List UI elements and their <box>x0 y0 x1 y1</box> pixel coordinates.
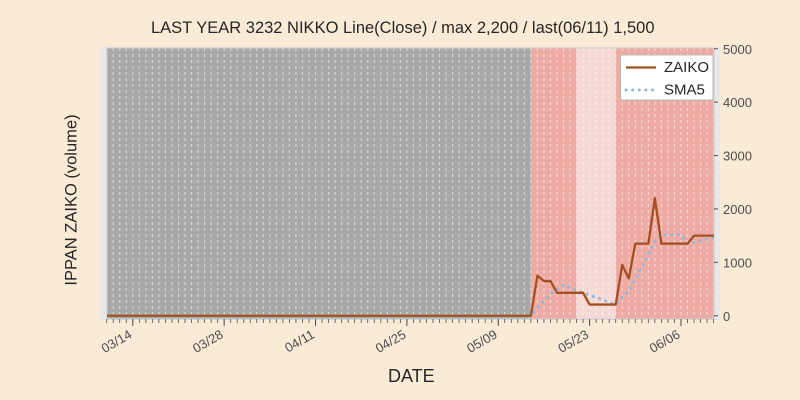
svg-text:0: 0 <box>723 309 730 324</box>
svg-text:03/14: 03/14 <box>99 327 135 356</box>
svg-text:05/09: 05/09 <box>464 327 500 356</box>
svg-text:06/06: 06/06 <box>647 327 683 356</box>
svg-text:3000: 3000 <box>723 149 752 164</box>
svg-text:ZAIKO: ZAIKO <box>664 59 709 76</box>
svg-text:04/25: 04/25 <box>373 327 409 356</box>
svg-text:03/28: 03/28 <box>190 327 226 356</box>
svg-text:4000: 4000 <box>723 95 752 110</box>
svg-text:04/11: 04/11 <box>282 327 317 356</box>
svg-text:1000: 1000 <box>723 255 752 270</box>
svg-text:SMA5: SMA5 <box>664 82 705 99</box>
svg-text:5000: 5000 <box>723 42 752 57</box>
svg-text:05/23: 05/23 <box>555 327 591 356</box>
svg-text:2000: 2000 <box>723 202 752 217</box>
